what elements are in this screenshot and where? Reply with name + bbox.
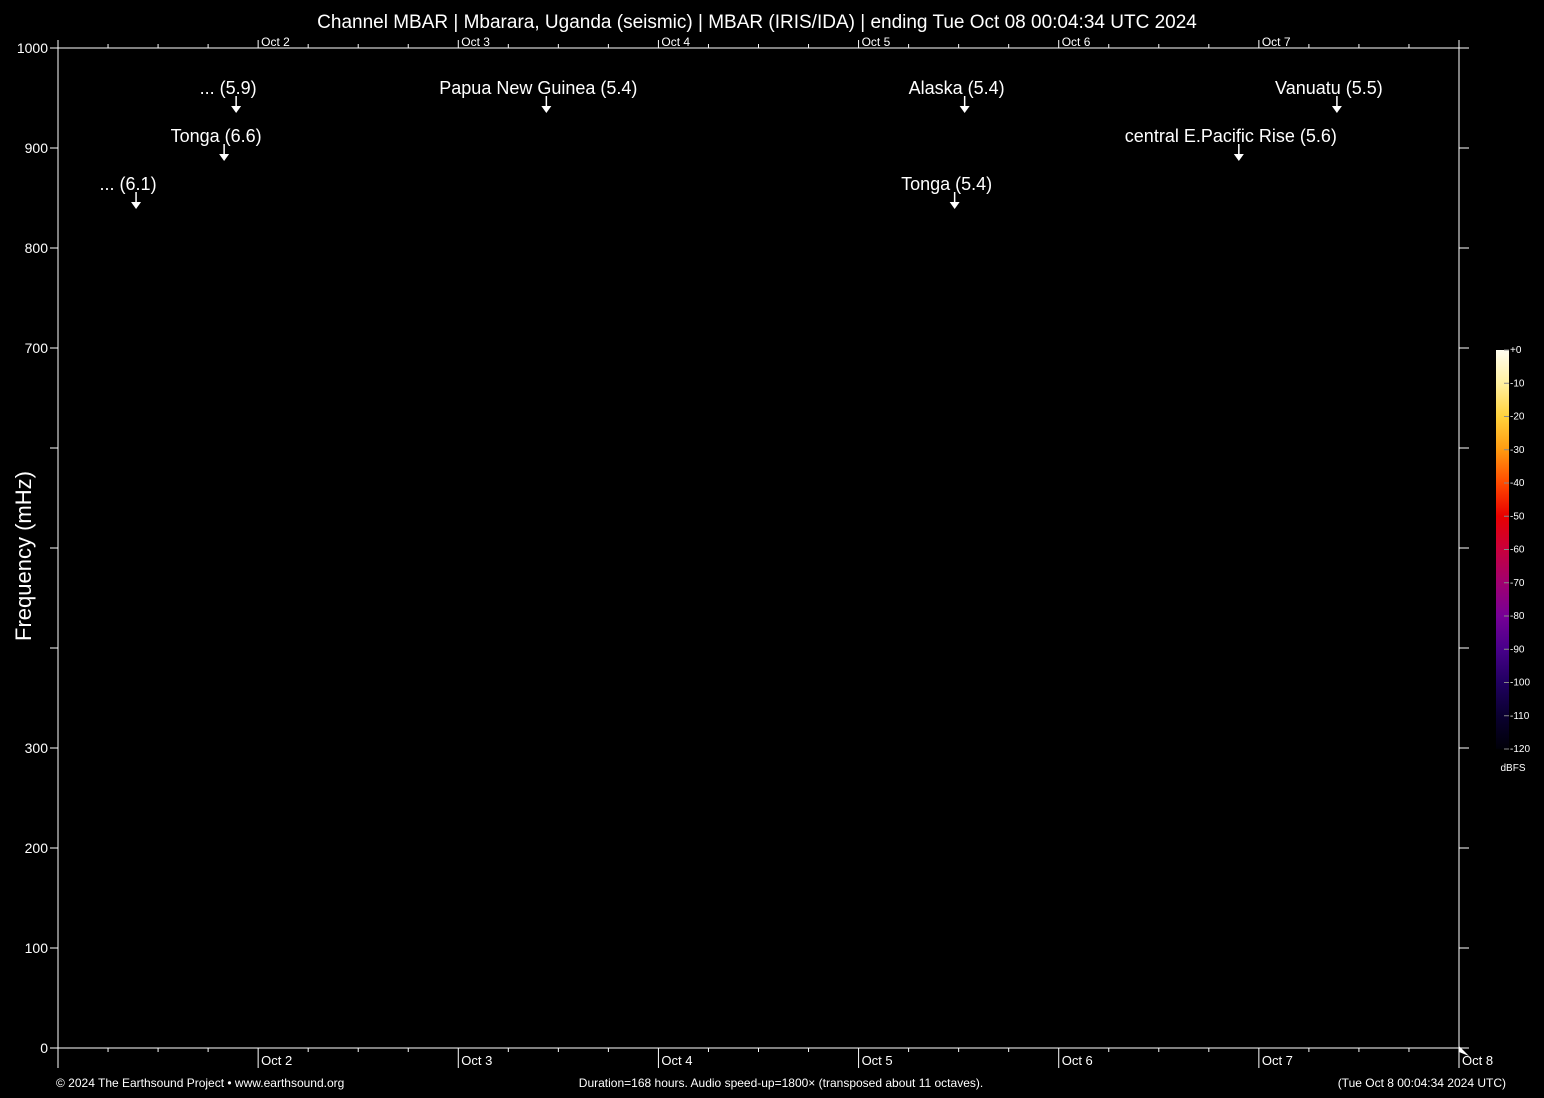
footer-copyright: © 2024 The Earthsound Project • www.eart… xyxy=(56,1076,344,1090)
event-marker: Vanuatu (5.5) xyxy=(1275,78,1383,113)
footer-info: Duration=168 hours. Audio speed-up=1800×… xyxy=(579,1076,983,1090)
event-label: Tonga (6.6) xyxy=(171,126,262,146)
y-tick-label: 1000 xyxy=(17,40,48,56)
colorbar-tick-label: -100 xyxy=(1510,678,1530,689)
x-tick-label: Oct 3 xyxy=(461,1053,492,1068)
x-tick-label: Oct 4 xyxy=(661,1053,692,1068)
colorbar-tick-label: -70 xyxy=(1510,578,1525,589)
event-arrow-head xyxy=(219,154,230,161)
colorbar: +0 -10 -20 -30 -40 -50 -60 -70 -80 -90 -100 -110 -12… xyxy=(1496,345,1530,774)
event-marker: ... (5.9) xyxy=(200,78,257,113)
x-tick-label-top: Oct 7 xyxy=(1262,35,1291,49)
colorbar-tick-label: -90 xyxy=(1510,644,1525,655)
event-arrow-head xyxy=(949,202,960,209)
y-tick-label: 900 xyxy=(25,140,49,156)
colorbar-tick-label: -60 xyxy=(1510,545,1525,556)
x-tick-label: Oct 2 xyxy=(261,1053,292,1068)
event-label: ... (6.1) xyxy=(100,174,157,194)
y-tick-label: 800 xyxy=(25,240,49,256)
x-tick-label-top: Oct 4 xyxy=(661,35,690,49)
colorbar-tick-label: -10 xyxy=(1510,378,1525,389)
event-arrow-head xyxy=(131,202,142,209)
y-tick-label: 100 xyxy=(25,940,49,956)
y-axis-right-ticks xyxy=(1459,47,1469,1049)
event-label: Vanuatu (5.5) xyxy=(1275,78,1383,98)
x-tick-label: Oct 7 xyxy=(1262,1053,1293,1068)
x-tick-label-top: Oct 2 xyxy=(261,35,290,49)
x-axis: Oct 2 Oct 2 Oct 3 Oct 3 Oct 4 Oct 4 Oct 5 Oct 5… xyxy=(57,35,1493,1068)
event-arrow-head xyxy=(231,106,242,113)
y-tick-label: 200 xyxy=(25,840,49,856)
footer-timestamp: (Tue Oct 8 00:04:34 2024 UTC) xyxy=(1338,1076,1506,1090)
x-tick-label-top: Oct 5 xyxy=(862,35,891,49)
event-marker: Tonga (6.6) xyxy=(171,126,262,161)
event-label: Tonga (5.4) xyxy=(901,174,992,194)
colorbar-tick-label: -80 xyxy=(1510,611,1525,622)
event-label: ... (5.9) xyxy=(200,78,257,98)
plot-area xyxy=(57,47,1460,1049)
colorbar-tick-label: +0 xyxy=(1510,345,1522,356)
colorbar-tick-label: -20 xyxy=(1510,412,1525,423)
event-label: Papua New Guinea (5.4) xyxy=(439,78,637,98)
colorbar-tick-label: -50 xyxy=(1510,511,1525,522)
event-marker: Alaska (5.4) xyxy=(909,78,1005,113)
x-tick-label: Oct 8 xyxy=(1462,1053,1493,1068)
x-tick-label: Oct 6 xyxy=(1062,1053,1093,1068)
event-label: central E.Pacific Rise (5.6) xyxy=(1125,126,1337,146)
event-label: Alaska (5.4) xyxy=(909,78,1005,98)
event-marker: Tonga (5.4) xyxy=(901,174,992,209)
event-marker: ... (6.1) xyxy=(100,174,157,209)
y-tick-label: 300 xyxy=(25,740,49,756)
colorbar-tick-label: -30 xyxy=(1510,445,1525,456)
end-marker xyxy=(1459,1046,1469,1056)
event-arrow-head xyxy=(959,106,970,113)
chart-title: Channel MBAR | Mbarara, Uganda (seismic)… xyxy=(317,12,1197,33)
colorbar-tick-label: -120 xyxy=(1510,744,1530,755)
event-marker: central E.Pacific Rise (5.6) xyxy=(1125,126,1337,161)
y-tick-label: 700 xyxy=(25,340,49,356)
event-marker: Papua New Guinea (5.4) xyxy=(439,78,637,113)
x-tick-label: Oct 5 xyxy=(862,1053,893,1068)
event-annotations: ... (6.1) Tonga (6.6) ... (5.9) Papua New G… xyxy=(100,78,1383,209)
colorbar-tick-label: -40 xyxy=(1510,478,1525,489)
x-tick-label-top: Oct 3 xyxy=(461,35,490,49)
event-arrow-head xyxy=(1331,106,1342,113)
colorbar-tick-label: -110 xyxy=(1510,711,1530,722)
y-tick-label: 0 xyxy=(40,1040,48,1056)
y-axis: 0 100 200 300 700 800 900 1000 xyxy=(17,40,58,1056)
y-axis-label: Frequency (mHz) xyxy=(11,471,36,641)
event-arrow-head xyxy=(1233,154,1244,161)
event-arrow-head xyxy=(541,106,552,113)
colorbar-unit-label: dBFS xyxy=(1500,763,1525,774)
x-tick-label-top: Oct 6 xyxy=(1062,35,1091,49)
